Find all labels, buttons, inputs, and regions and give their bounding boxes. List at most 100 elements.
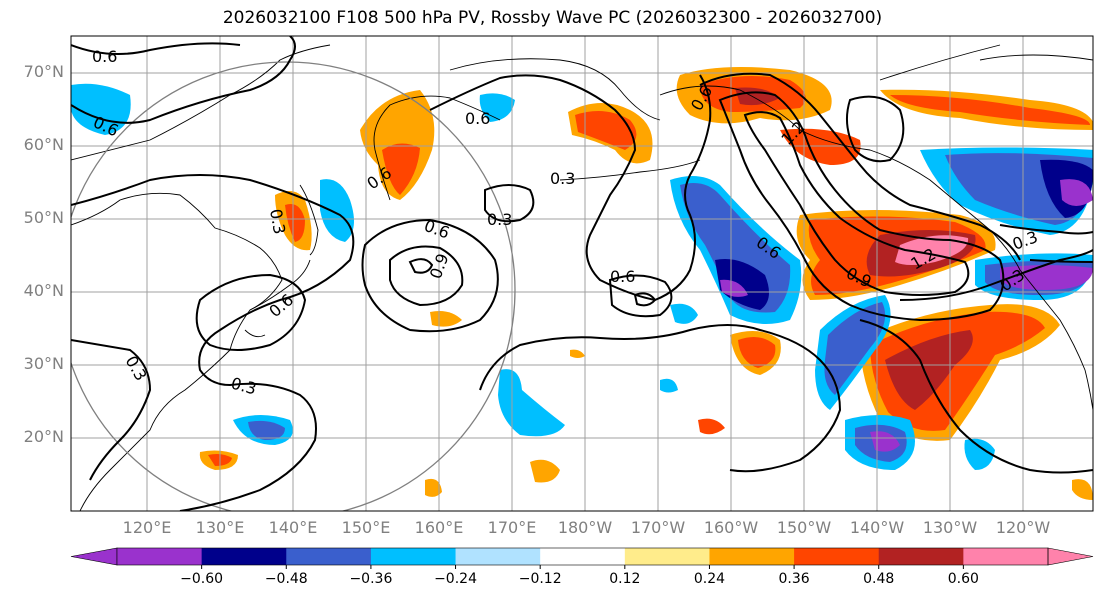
contour-line — [479, 324, 842, 473]
contour-line — [845, 95, 905, 163]
negative-anomaly-region — [715, 259, 769, 310]
lon-label: 150°W — [776, 518, 832, 537]
plot-title: 2026032100 F108 500 hPa PV, Rossby Wave … — [222, 8, 883, 28]
negative-anomaly-region — [248, 420, 285, 440]
colorbar-tick-label: −0.24 — [434, 571, 477, 587]
colorbar-tick-label: 0.36 — [778, 571, 810, 587]
contour-line — [361, 218, 499, 333]
colorbar-segment — [201, 548, 287, 565]
lon-label: 120°W — [995, 518, 1051, 537]
lat-label: 40°N — [23, 281, 64, 300]
lat-label: 20°N — [23, 427, 64, 446]
colorbar-segment — [794, 548, 880, 565]
colorbar-segment — [370, 548, 457, 565]
lon-label: 140°W — [849, 518, 905, 537]
contour-label: 0.6 — [465, 109, 490, 128]
coastline-japan — [244, 259, 311, 338]
lon-label: 150°E — [341, 518, 391, 537]
colorbar-extend-min — [70, 547, 118, 566]
coastline-asia-north — [71, 44, 331, 161]
lon-label: 130°E — [195, 518, 245, 537]
coastline-alaska — [659, 85, 1093, 411]
contour-label: 0.3 — [266, 207, 289, 235]
contour-line — [71, 36, 296, 124]
contour-line — [899, 249, 1093, 301]
colorbar-segment — [540, 548, 626, 565]
positive-anomaly-region — [570, 349, 585, 358]
positive-anomaly-region — [698, 418, 725, 435]
lon-label: 160°W — [703, 518, 759, 537]
contour-label: 0.6 — [92, 47, 117, 66]
lon-label: 160°E — [414, 518, 464, 537]
colorbar-segment — [624, 548, 710, 565]
lat-label: 50°N — [23, 208, 64, 227]
colorbar-tick-label: −0.48 — [264, 571, 308, 587]
colorbar-tick-label: 0.48 — [863, 571, 895, 587]
contour-line — [859, 319, 1093, 474]
positive-anomaly-region — [425, 478, 442, 497]
contour-line — [608, 274, 673, 318]
colorbar-tick-label: −0.12 — [518, 571, 562, 587]
positive-anomaly-region — [885, 330, 973, 410]
pv-anomaly-fills — [71, 66, 1093, 500]
positive-anomaly-region — [735, 87, 780, 106]
coastline-siberia-east — [449, 58, 661, 121]
contour-line — [1029, 259, 1093, 263]
negative-anomaly-region — [1060, 179, 1093, 206]
colorbar-tick-label: 0.24 — [693, 571, 726, 587]
colorbar-tick-label: 0.60 — [947, 571, 979, 587]
colorbar-segment — [455, 548, 541, 565]
colorbar-border — [116, 547, 1049, 566]
colorbar-segment — [878, 548, 964, 565]
colorbar-tick-label: −0.60 — [180, 571, 224, 587]
contour-line — [71, 174, 355, 511]
map-frame-border — [70, 35, 1094, 512]
contour-line — [71, 339, 152, 481]
positive-anomaly-region — [1072, 479, 1093, 500]
negative-anomaly-region — [720, 279, 748, 297]
contour-line — [999, 224, 1093, 235]
pv-contours — [71, 36, 1093, 511]
contour-line — [429, 74, 712, 302]
negative-anomaly-region — [824, 302, 886, 395]
colorbar-tick-label: 0.12 — [609, 571, 641, 587]
lon-label: 180°W — [557, 518, 613, 537]
positive-anomaly-region — [530, 459, 560, 483]
negative-anomaly-region — [320, 179, 354, 242]
colorbar-extend-max — [1047, 547, 1094, 566]
lat-label: 60°N — [23, 135, 64, 154]
coastlines — [71, 44, 1093, 511]
colorbar — [70, 547, 1094, 569]
negative-anomaly-region — [964, 438, 995, 470]
contour-line — [718, 91, 1005, 322]
negative-anomaly-region — [670, 303, 698, 324]
lon-label: 130°W — [922, 518, 978, 537]
positive-anomaly-region — [430, 311, 462, 327]
lat-label: 30°N — [23, 354, 64, 373]
negative-anomaly-region — [660, 378, 678, 393]
lat-label: 70°N — [23, 62, 64, 81]
coastline-asia — [71, 192, 283, 511]
colorbar-segment — [117, 548, 203, 565]
lon-label: 170°W — [630, 518, 686, 537]
contour-line — [71, 42, 241, 55]
positive-anomaly-region — [738, 336, 776, 368]
colorbar-tick-label: −0.36 — [349, 571, 393, 587]
contour-label: 0.3 — [487, 210, 512, 229]
positive-anomaly-region — [382, 143, 420, 195]
colorbar-segment — [963, 548, 1049, 565]
coastline-aleutians — [559, 159, 701, 181]
contour-line — [699, 72, 1021, 261]
negative-anomaly-region — [498, 369, 565, 437]
contour-line — [484, 184, 535, 223]
positive-anomaly-region — [575, 111, 637, 150]
coastline-kamchatka — [373, 95, 501, 201]
colorbar-segment — [286, 548, 372, 565]
positive-anomaly-region — [890, 95, 1090, 125]
lon-label: 170°E — [487, 518, 537, 537]
contour-line — [408, 258, 434, 274]
positive-anomaly-region — [285, 204, 305, 242]
coastline-arctic — [879, 44, 1093, 81]
contour-label: 0.3 — [550, 169, 575, 188]
